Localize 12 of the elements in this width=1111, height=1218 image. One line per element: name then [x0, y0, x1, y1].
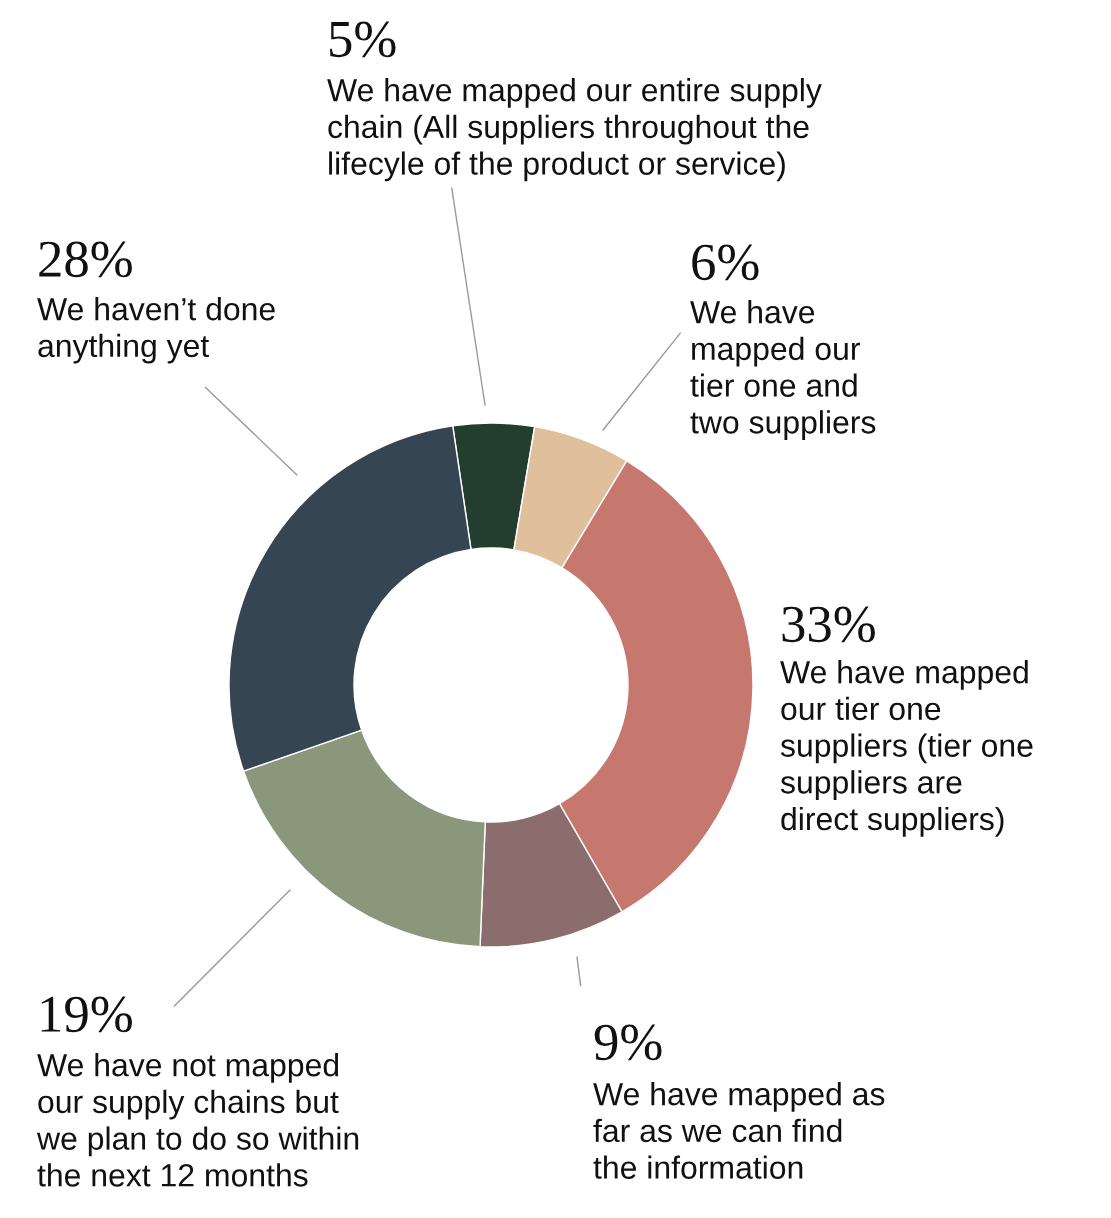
slice-label: We haven’t done anything yet [37, 297, 275, 364]
slice-label: We have mapped our entire supply chain (All suppliers throughout the lifecyle of the product or service) [327, 78, 822, 182]
data-label: 9% [594, 1024, 662, 1061]
data-label: 33% [782, 606, 875, 643]
data-label: 19% [41, 996, 132, 1033]
slice-label: We have mapped as far as we can find the information [593, 1082, 885, 1179]
slice-label: We have not mapped our supply chains but we plan to do so within the next 12 months [36, 1053, 359, 1187]
data-label: 6% [692, 244, 759, 281]
slice-label: We have mapped our tier one suppliers (tier one suppliers are direct suppliers) [780, 660, 1033, 837]
data-label: 28% [39, 241, 132, 278]
data-label: 5% [330, 21, 396, 58]
slice-label: We have mapped our tier one and two suppliers [690, 300, 876, 440]
